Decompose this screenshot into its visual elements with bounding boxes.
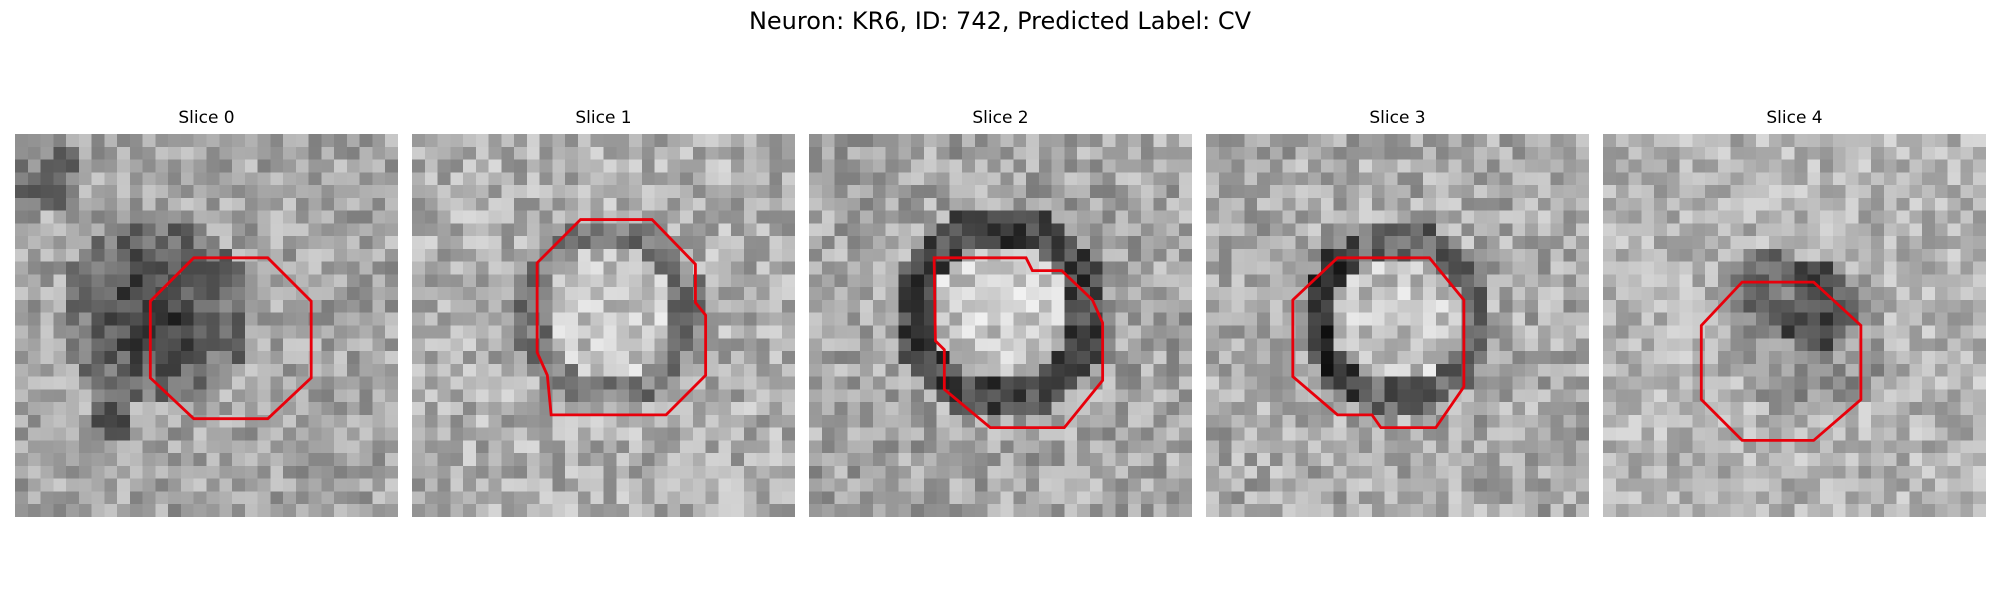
roi-contour-3 bbox=[1291, 256, 1466, 430]
roi-contour-2 bbox=[932, 256, 1105, 430]
slice-title-4: Slice 4 bbox=[1766, 108, 1823, 128]
roi-contour-4 bbox=[1699, 280, 1863, 442]
slice-image-1 bbox=[412, 134, 795, 517]
roi-contour-0 bbox=[148, 256, 313, 421]
slice-title-1: Slice 1 bbox=[575, 108, 632, 128]
slice-image-4 bbox=[1603, 134, 1986, 517]
figure-title: Neuron: KR6, ID: 742, Predicted Label: C… bbox=[748, 7, 1252, 35]
slice-image-2 bbox=[809, 134, 1192, 517]
slice-title-2: Slice 2 bbox=[972, 108, 1029, 128]
slice-image-3 bbox=[1206, 134, 1589, 517]
slice-title-3: Slice 3 bbox=[1369, 108, 1426, 128]
slice-image-0 bbox=[15, 134, 398, 517]
roi-contour-1 bbox=[535, 218, 708, 417]
slice-title-0: Slice 0 bbox=[178, 108, 235, 128]
